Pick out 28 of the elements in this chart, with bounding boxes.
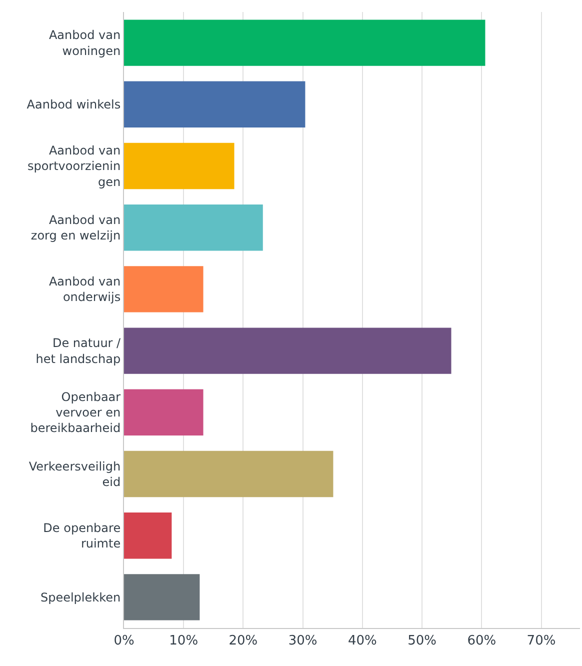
x-tick-label: 0% [114,634,134,649]
x-tick-label: 20% [228,634,258,649]
y-tick-label: Openbaar vervoer en bereikbaarheid [30,390,121,436]
y-tick-label: Speelplekken [40,590,121,604]
x-tick-label: 60% [467,634,496,649]
x-tick-label: 10% [169,634,198,649]
y-tick-label: Verkeersveiligh eid [28,459,121,489]
x-tick-label: 50% [408,634,436,649]
y-tick-label: Aanbod van zorg en welzijn [30,213,121,243]
bar [124,512,172,559]
y-tick-label: Aanbod winkels [26,98,121,112]
y-tick-label: De openbare ruimte [43,521,121,551]
x-tick-label: 30% [288,634,318,649]
bar [124,389,204,436]
bar [124,266,204,312]
bar [124,450,334,498]
bar [124,574,200,620]
bar [124,81,306,128]
bar [124,20,486,66]
bar [124,142,234,190]
bar [124,328,452,374]
y-tick-label: Aanbod van sportvoorzienin gen [27,144,121,189]
y-tick-label: Aanbod van woningen [48,28,121,58]
y-tick-label: Aanbod van onderwijs [48,274,121,304]
y-tick-label: De natuur / het landschap [36,336,122,366]
x-tick-label: 70% [526,634,556,649]
x-tick-label: 40% [348,634,377,649]
bar [124,204,263,251]
